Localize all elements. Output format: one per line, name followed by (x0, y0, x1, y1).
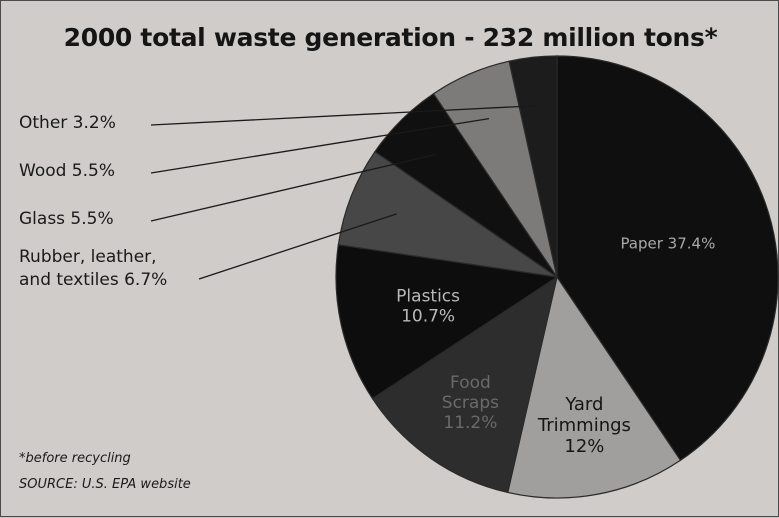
footnote-before-recycling: *before recycling (19, 451, 131, 466)
slice-label-paper: Paper 37.4% (620, 234, 715, 252)
pie-slice-plastics (335, 244, 559, 400)
footnote-source: SOURCE: U.S. EPA website (19, 477, 191, 492)
slice-label-yard-trimmings: Yard Trimmings 12% (537, 394, 631, 457)
pie-slice-rubber-leather-and-textiles (337, 150, 558, 278)
leader-line-rubber-leather-and-textiles (198, 213, 397, 280)
pie-slice-paper (556, 55, 779, 462)
legend-label-rubber-line2: and textiles 6.7% (19, 270, 168, 290)
leader-line-glass (150, 153, 436, 222)
chart-title: 2000 total waste generation - 232 millio… (63, 23, 718, 52)
leader-line-other (150, 104, 539, 126)
legend-label-rubber-line1: Rubber, leather, (19, 247, 157, 267)
legend-label-other: Other 3.2% (19, 113, 116, 133)
leader-line-wood (150, 117, 490, 174)
slice-label-plastics: Plastics 10.7% (396, 287, 460, 327)
pie-slice-food-scraps (371, 275, 558, 494)
slice-label-food-scraps: Food Scraps 11.2% (442, 373, 499, 433)
pie-slice-yard-trimmings (507, 275, 682, 499)
legend-label-glass: Glass 5.5% (19, 209, 114, 229)
pie-slice-other (508, 55, 558, 278)
legend-label-wood: Wood 5.5% (19, 161, 115, 181)
